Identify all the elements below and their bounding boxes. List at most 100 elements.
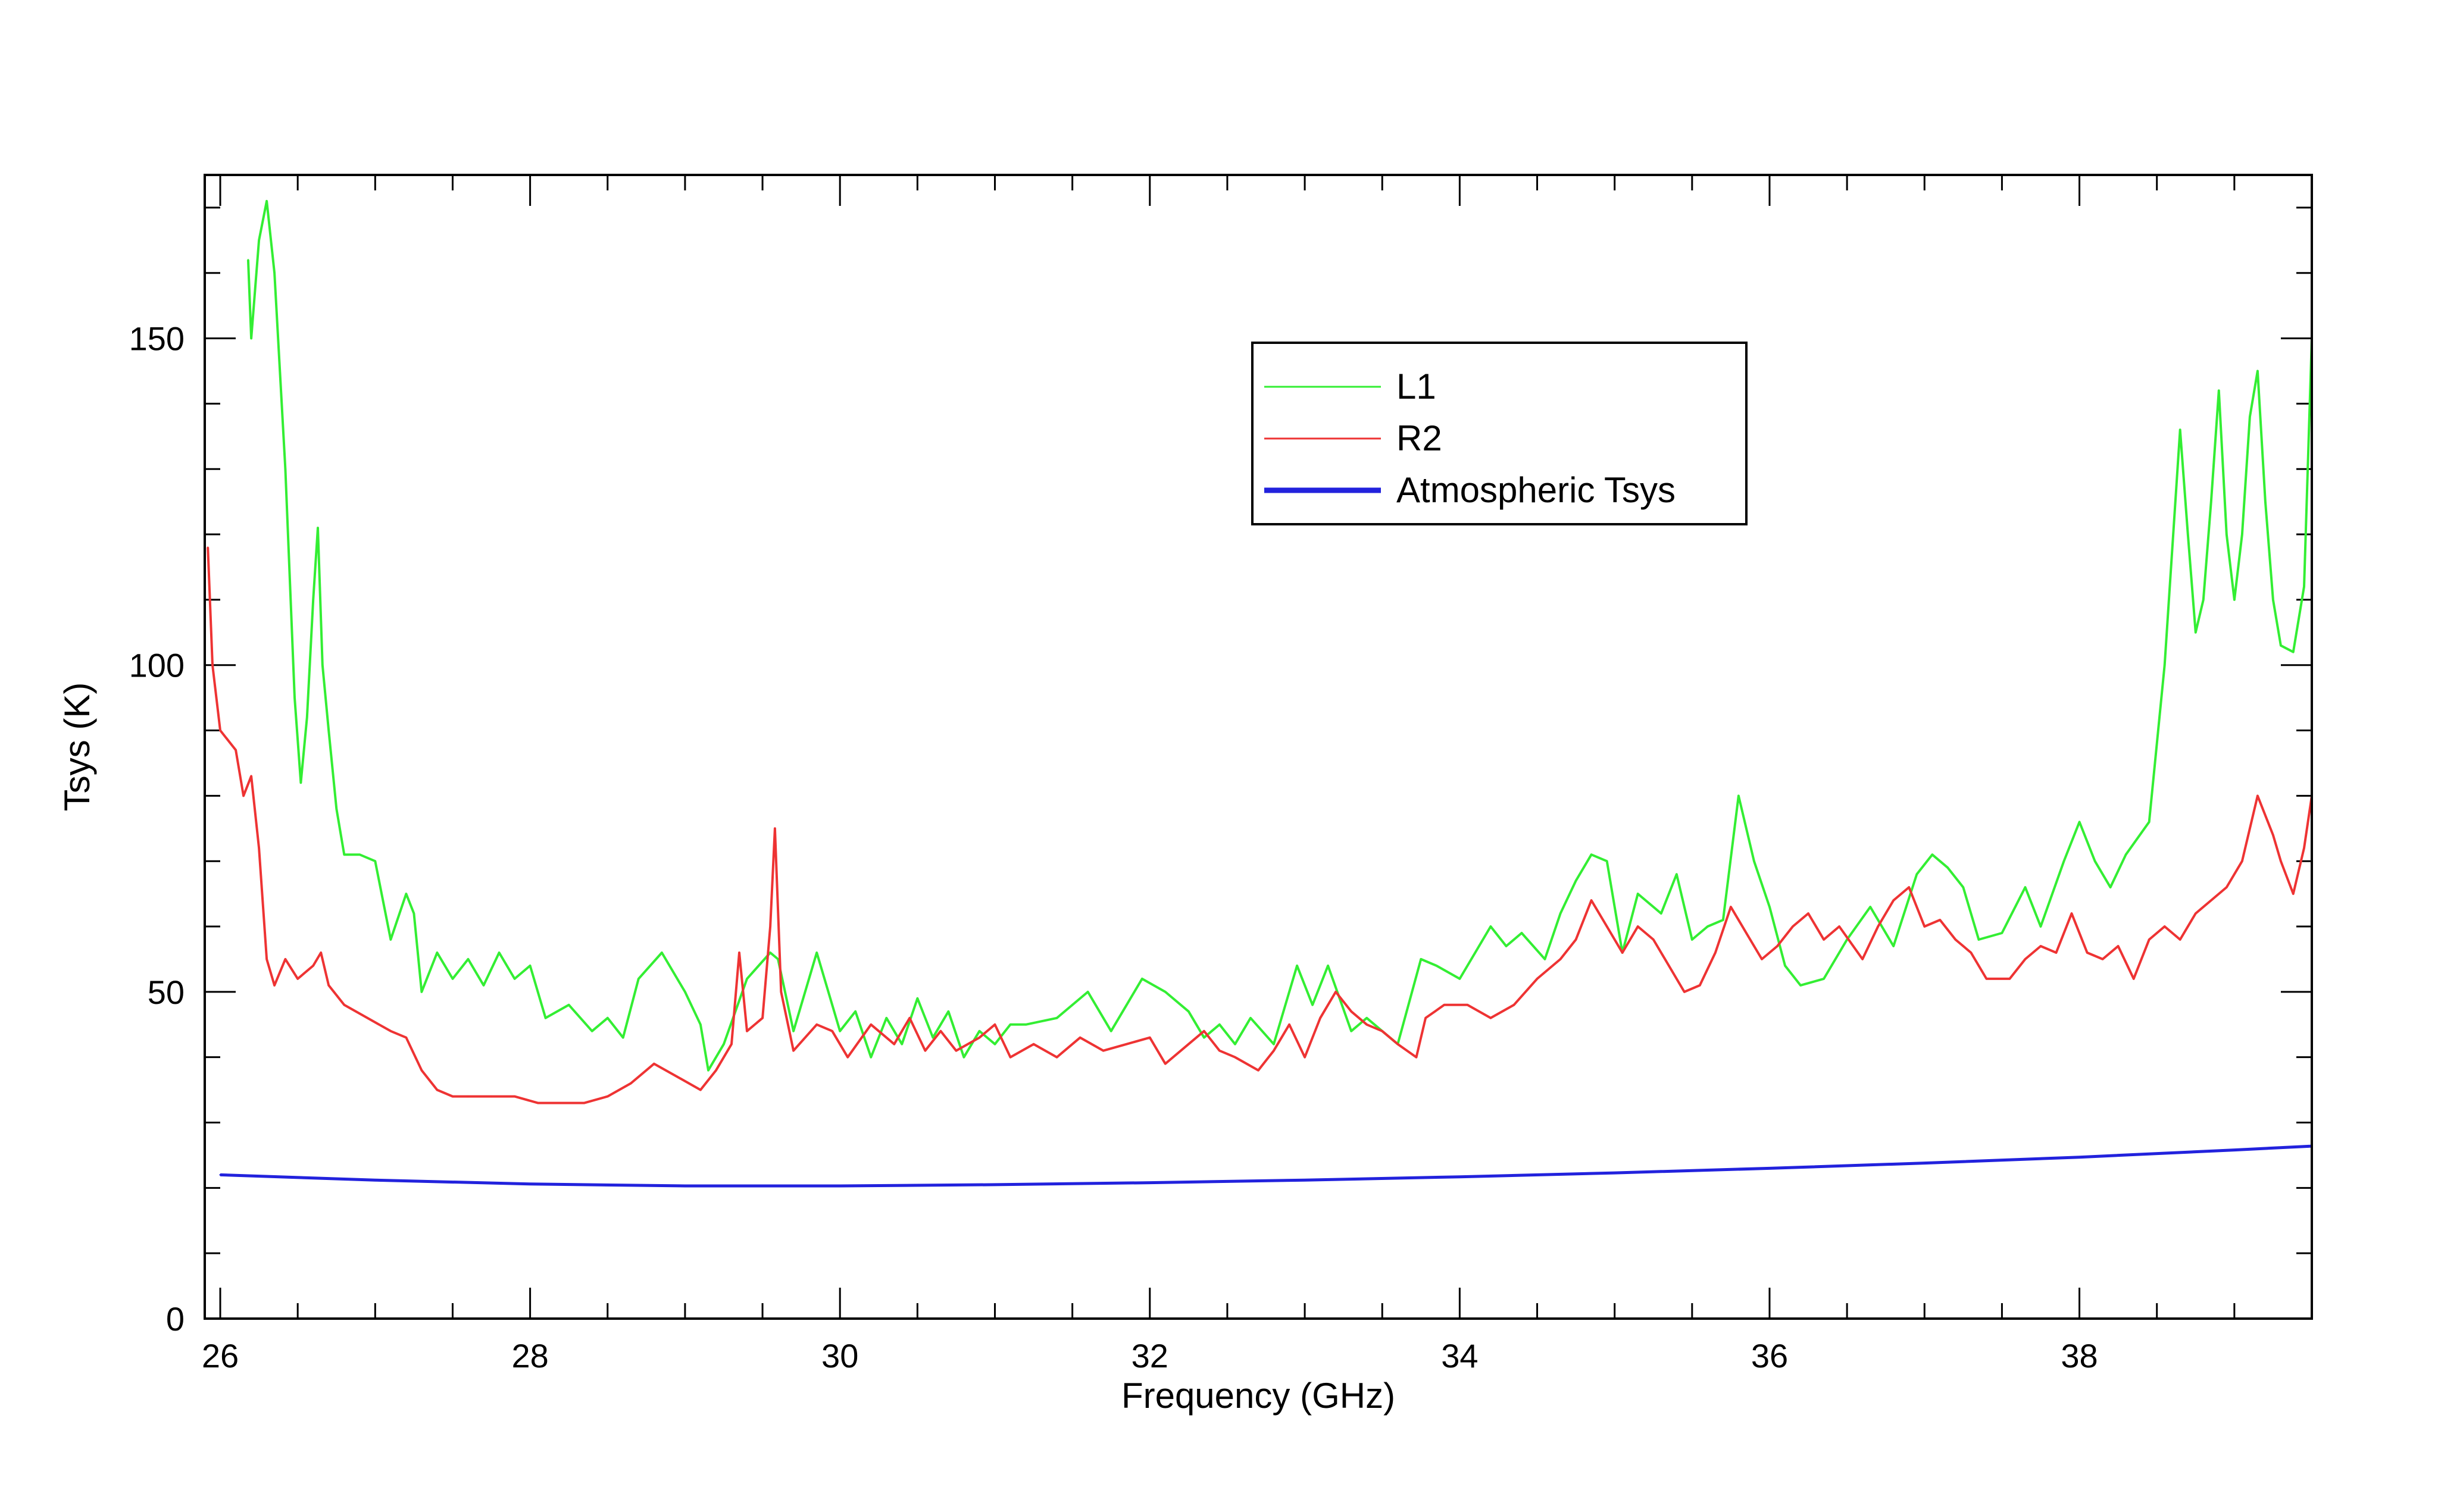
data-point-l1 bbox=[1768, 906, 1771, 908]
data-point-r2 bbox=[2133, 978, 2135, 980]
data-point-l1 bbox=[1164, 991, 1167, 993]
data-point-r2 bbox=[1218, 1050, 1221, 1052]
x-tick-label: 34 bbox=[1441, 1337, 1478, 1375]
data-point-r2 bbox=[296, 978, 299, 980]
data-point-r2 bbox=[1861, 958, 1864, 960]
data-point-l1 bbox=[2040, 925, 2042, 928]
y-tick-label: 150 bbox=[129, 320, 185, 358]
data-point-r2 bbox=[738, 951, 740, 954]
legend-label-atmospheric-tsys: Atmospheric Tsys bbox=[1396, 470, 1676, 510]
data-point-l1 bbox=[327, 730, 330, 731]
data-point-l1 bbox=[2187, 533, 2189, 536]
data-point-atmospheric-tsys bbox=[684, 1185, 686, 1187]
data-point-l1 bbox=[1203, 1037, 1205, 1039]
data-point-r2 bbox=[1126, 1043, 1128, 1045]
data-point-r2 bbox=[676, 1076, 679, 1078]
data-point-atmospheric-tsys bbox=[374, 1179, 376, 1181]
data-point-l1 bbox=[2233, 599, 2236, 601]
x-tick-label: 36 bbox=[1751, 1337, 1788, 1375]
data-point-l1 bbox=[1141, 978, 1143, 980]
data-point-l1 bbox=[1962, 886, 1964, 888]
data-point-l1 bbox=[250, 337, 252, 340]
y-tick-label: 0 bbox=[166, 1300, 185, 1338]
data-point-r2 bbox=[761, 1017, 764, 1019]
data-point-l1 bbox=[389, 938, 392, 941]
data-point-l1 bbox=[2148, 821, 2151, 823]
data-point-l1 bbox=[2241, 533, 2243, 536]
legend-box bbox=[1251, 342, 1748, 525]
data-point-r2 bbox=[1575, 938, 1577, 941]
data-point-r2 bbox=[1714, 951, 1717, 954]
data-point-l1 bbox=[514, 978, 516, 980]
data-point-l1 bbox=[839, 1030, 841, 1032]
data-point-l1 bbox=[777, 958, 779, 960]
data-point-l1 bbox=[1892, 945, 1895, 947]
data-point-r2 bbox=[1637, 925, 1639, 928]
data-point-r2 bbox=[1939, 919, 1941, 921]
data-point-r2 bbox=[1273, 1050, 1275, 1052]
data-point-r2 bbox=[1396, 1043, 1399, 1045]
data-point-l1 bbox=[529, 965, 532, 967]
data-point-r2 bbox=[284, 958, 286, 960]
data-point-l1 bbox=[2264, 500, 2267, 503]
data-point-l1 bbox=[420, 991, 423, 993]
data-point-l1 bbox=[1458, 978, 1461, 980]
data-point-l1 bbox=[1234, 1043, 1236, 1045]
data-point-r2 bbox=[1149, 1037, 1151, 1039]
data-point-r2 bbox=[2280, 860, 2282, 862]
data-point-r2 bbox=[320, 951, 322, 954]
data-point-l1 bbox=[2256, 370, 2259, 372]
data-point-l1 bbox=[2280, 644, 2282, 647]
data-point-l1 bbox=[1087, 991, 1089, 993]
data-point-r2 bbox=[2164, 925, 2166, 928]
data-point-r2 bbox=[653, 1063, 655, 1065]
data-point-r2 bbox=[2055, 951, 2057, 954]
data-point-r2 bbox=[939, 1030, 942, 1032]
data-point-r2 bbox=[780, 991, 782, 993]
data-point-l1 bbox=[1931, 853, 1933, 856]
data-point-r2 bbox=[1908, 886, 1910, 888]
data-point-l1 bbox=[1474, 951, 1476, 954]
data-point-l1 bbox=[1273, 1043, 1275, 1045]
legend: L1 R2 Atmospheric Tsys bbox=[1251, 342, 1748, 525]
data-point-l1 bbox=[483, 984, 485, 987]
data-point-r2 bbox=[815, 1023, 818, 1026]
data-point-r2 bbox=[1970, 951, 1972, 954]
data-point-r2 bbox=[730, 1043, 733, 1045]
data-point-l1 bbox=[2109, 886, 2112, 888]
data-point-r2 bbox=[405, 1037, 407, 1039]
data-point-r2 bbox=[235, 749, 237, 751]
data-point-l1 bbox=[1753, 860, 1755, 862]
x-axis-title: Frequency (GHz) bbox=[1121, 1376, 1395, 1416]
data-point-l1 bbox=[343, 853, 345, 856]
data-point-r2 bbox=[1954, 938, 1956, 941]
data-point-r2 bbox=[273, 984, 276, 987]
data-point-l1 bbox=[1722, 919, 1724, 921]
data-point-l1 bbox=[1660, 912, 1662, 915]
data-point-l1 bbox=[2218, 389, 2220, 392]
data-point-l1 bbox=[293, 697, 296, 699]
data-point-r2 bbox=[1033, 1043, 1035, 1045]
data-point-r2 bbox=[258, 847, 260, 849]
data-point-r2 bbox=[1792, 925, 1794, 928]
data-point-l1 bbox=[1311, 1004, 1314, 1006]
data-point-l1 bbox=[979, 1030, 980, 1032]
data-point-atmospheric-tsys bbox=[994, 1184, 996, 1186]
data-point-l1 bbox=[607, 1017, 609, 1019]
data-point-l1 bbox=[2024, 886, 2026, 888]
data-point-r2 bbox=[2179, 938, 2181, 941]
data-point-l1 bbox=[1187, 1010, 1190, 1013]
data-point-r2 bbox=[265, 958, 268, 960]
data-point-r2 bbox=[490, 1095, 492, 1098]
data-point-l1 bbox=[405, 893, 407, 895]
data-point-l1 bbox=[792, 1030, 795, 1032]
plot-series bbox=[207, 199, 2313, 1188]
data-point-r2 bbox=[792, 1050, 795, 1052]
data-point-r2 bbox=[242, 794, 245, 797]
data-point-l1 bbox=[2272, 599, 2274, 601]
data-point-r2 bbox=[1621, 951, 1624, 954]
data-point-l1 bbox=[2292, 651, 2295, 653]
data-point-r2 bbox=[2117, 945, 2120, 947]
data-point-l1 bbox=[568, 1004, 570, 1006]
data-point-r2 bbox=[1203, 1030, 1205, 1032]
